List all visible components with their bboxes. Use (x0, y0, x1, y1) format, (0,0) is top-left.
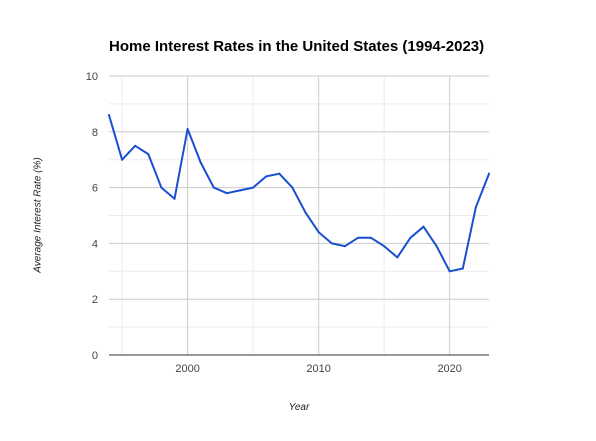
series-line (108, 114, 490, 273)
data-point (186, 128, 189, 131)
y-tick-label: 4 (92, 238, 98, 250)
x-tick-label: 2010 (306, 363, 330, 375)
x-axis-label: Year (288, 402, 310, 413)
data-point (225, 192, 228, 195)
data-point (396, 256, 399, 259)
x-tick-label: 2020 (437, 363, 461, 375)
chart-title: Home Interest Rates in the United States… (109, 38, 485, 55)
data-point (488, 172, 490, 175)
data-point (435, 245, 438, 248)
x-tick-label: 2000 (175, 363, 199, 375)
data-point (461, 267, 464, 270)
data-point (448, 270, 451, 273)
data-point (147, 153, 150, 156)
data-point (239, 189, 242, 192)
data-point (383, 245, 386, 248)
data-point (343, 245, 346, 248)
data-point (304, 211, 307, 214)
data-point (134, 144, 137, 147)
data-point (330, 242, 333, 245)
data-point (173, 197, 176, 200)
data-point (212, 186, 215, 189)
data-point (278, 172, 281, 175)
y-tick-label: 2 (92, 294, 98, 306)
data-point (252, 186, 255, 189)
data-point (108, 114, 110, 117)
y-tick-label: 0 (92, 350, 98, 362)
data-point (199, 161, 202, 164)
data-point (474, 206, 477, 209)
data-point (356, 236, 359, 239)
data-point (291, 186, 294, 189)
data-point (160, 186, 163, 189)
data-point (265, 175, 268, 178)
data-point (370, 236, 373, 239)
y-tick-label: 10 (86, 71, 98, 83)
data-point (422, 225, 425, 228)
data-point (409, 236, 412, 239)
data-point (317, 231, 320, 234)
data-point (121, 158, 124, 161)
y-tick-label: 8 (92, 127, 98, 139)
y-tick-label: 6 (92, 183, 98, 195)
